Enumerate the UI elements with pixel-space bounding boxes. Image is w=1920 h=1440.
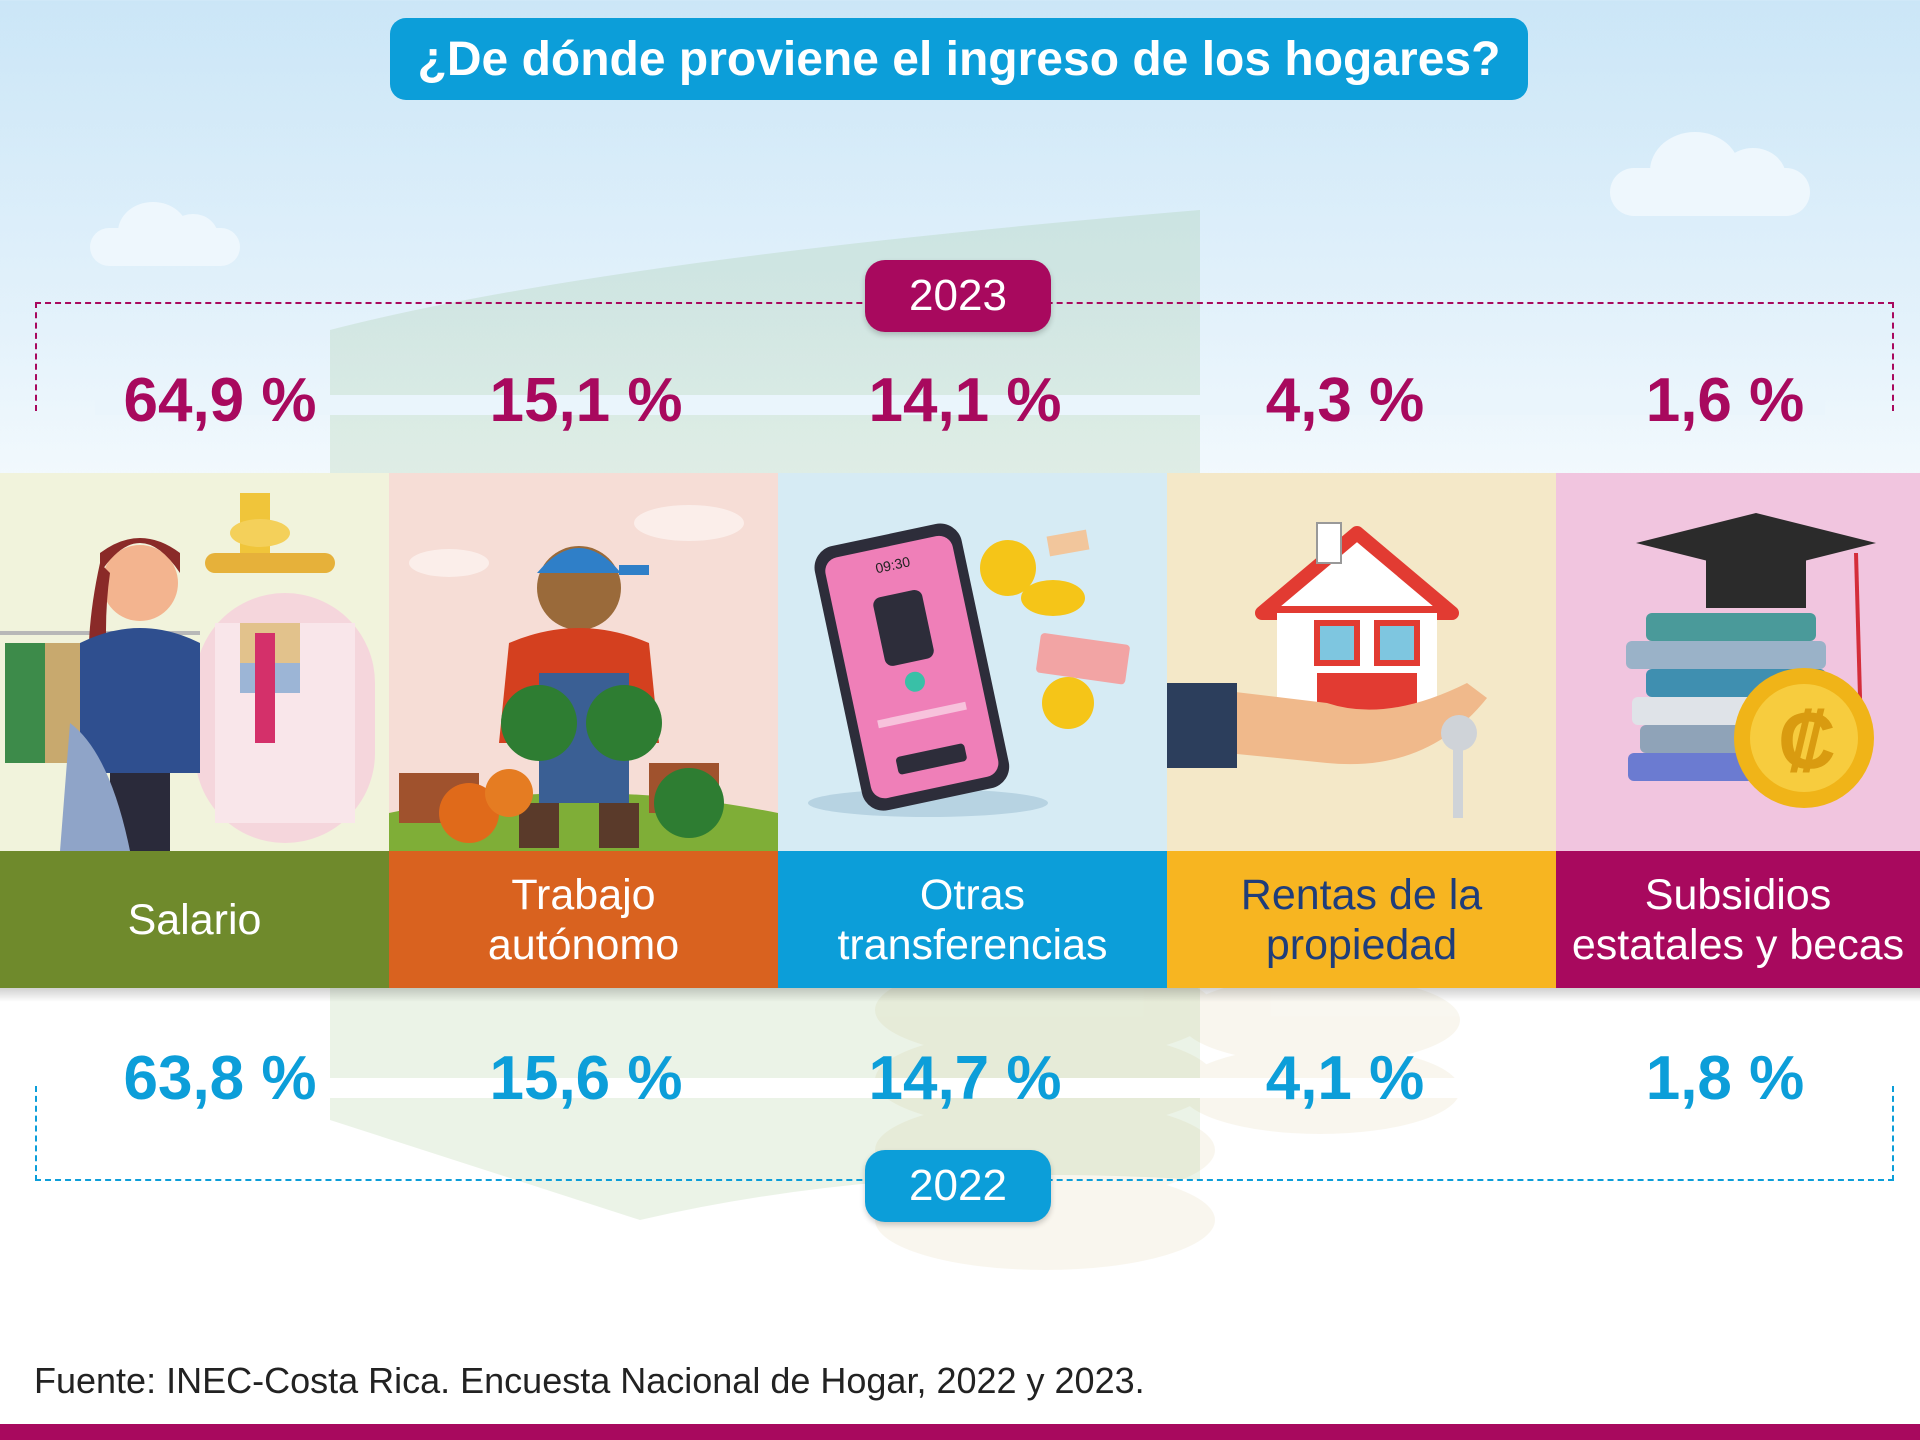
pct-2022-subsidios: 1,8 % [1645, 1044, 1805, 1113]
bottom-bar [0, 1424, 1920, 1440]
category-subsidios: Subsidios estatales y becas [1556, 851, 1920, 988]
panel-subsidios: ₡ [1556, 473, 1920, 851]
pct-2022-rentas: 4,1 % [1265, 1044, 1425, 1113]
farmer-icon [389, 505, 778, 851]
panel-trabajo [389, 473, 778, 851]
clothing-store-worker-icon [0, 493, 375, 851]
books-graduation-cap-icon: ₡ [1626, 513, 1876, 808]
panel-rentas [1167, 473, 1556, 851]
svg-text:₡: ₡ [1778, 696, 1836, 785]
frame-gap-bottom [95, 1078, 1825, 1098]
cloud-right [1610, 132, 1810, 216]
category-otras: Otras transferencias [778, 851, 1167, 988]
svg-text:09:30: 09:30 [874, 553, 912, 576]
category-rentas: Rentas de la propiedad [1167, 851, 1556, 988]
source-note: Fuente: INEC-Costa Rica. Encuesta Nacion… [34, 1360, 1145, 1401]
pct-2023-rentas: 4,3 % [1265, 366, 1425, 435]
pct-2022-otras: 14,7 % [868, 1044, 1062, 1113]
house-in-hand-icon [1167, 522, 1487, 818]
label-shadow [0, 988, 1920, 1002]
pct-2023-trabajo: 15,1 % [489, 366, 683, 435]
page-title: ¿De dónde proviene el ingreso de los hog… [390, 18, 1528, 100]
panel-otras: 09:30 [778, 473, 1167, 851]
category-label: Otras transferencias [837, 870, 1108, 969]
category-label: Rentas de la propiedad [1240, 870, 1483, 969]
pct-2023-subsidios: 1,6 % [1645, 366, 1805, 435]
category-salario: Salario [0, 851, 389, 988]
panel-salario [0, 473, 389, 851]
pct-2022-trabajo: 15,6 % [489, 1044, 683, 1113]
pct-2022-salario: 63,8 % [123, 1044, 317, 1113]
category-trabajo: Trabajo autónomo [389, 851, 778, 988]
category-label: Trabajo autónomo [487, 870, 680, 969]
frame-gap-top [95, 395, 1825, 415]
year-2022-badge: 2022 [865, 1150, 1051, 1222]
phone-payment-icon: 09:30 [808, 523, 1130, 817]
category-label: Subsidios estatales y becas [1571, 870, 1905, 969]
pct-2023-otras: 14,1 % [868, 366, 1062, 435]
pct-2023-salario: 64,9 % [123, 366, 317, 435]
year-2023-badge: 2023 [865, 260, 1051, 332]
category-label: Salario [127, 895, 262, 944]
cloud-left [90, 202, 240, 266]
